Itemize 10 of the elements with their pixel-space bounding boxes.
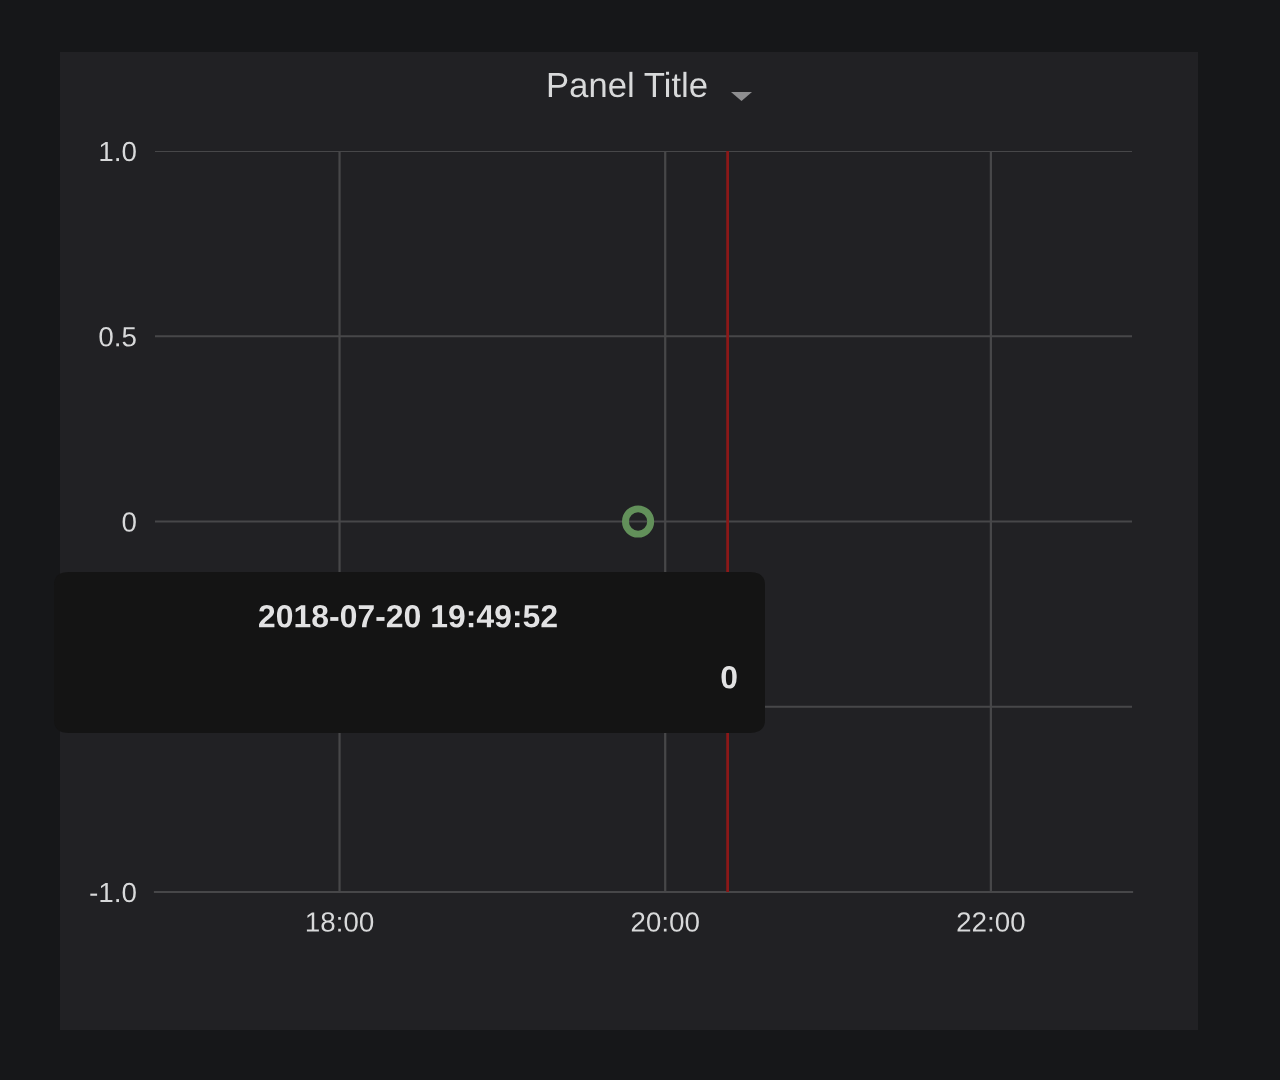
y-tick-label: -1.0 (90, 882, 136, 903)
annotation: 2018-07-20 19:49:52 (259, 604, 557, 628)
x-tick-label: 20:00 (631, 912, 699, 932)
chart-title: Panel Title (548, 71, 707, 98)
x-tick-label: 22:00 (957, 912, 1025, 932)
annotation: 0 (721, 665, 737, 689)
y-tick-label: 0.5 (99, 326, 136, 347)
y-tick-label: 1.0 (100, 141, 136, 162)
x-tick-label: 18:00 (306, 912, 374, 932)
y-tick-label: 0 (122, 512, 136, 532)
